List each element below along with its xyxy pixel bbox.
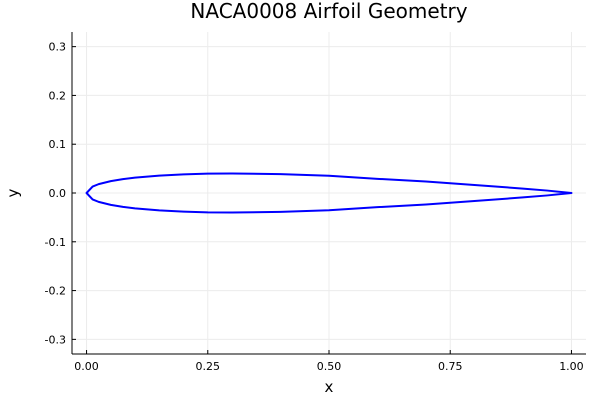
chart-title: NACA0008 Airfoil Geometry bbox=[190, 0, 467, 23]
y-tick-label: 0.1 bbox=[49, 138, 67, 151]
x-tick-label: 0.25 bbox=[196, 360, 221, 373]
x-tick-label: 0.50 bbox=[317, 360, 342, 373]
y-tick-label: 0.3 bbox=[49, 41, 67, 54]
x-tick-label: 0.75 bbox=[438, 360, 463, 373]
y-tick-label: -0.2 bbox=[45, 285, 66, 298]
x-tick-label: 0.00 bbox=[74, 360, 99, 373]
x-axis-label: x bbox=[325, 378, 334, 396]
x-tick-label: 1.00 bbox=[559, 360, 584, 373]
airfoil-series-line bbox=[85, 172, 573, 214]
y-tick-label: 0.0 bbox=[49, 187, 67, 200]
y-axis-label: y bbox=[4, 188, 22, 197]
y-tick-label: -0.1 bbox=[45, 236, 66, 249]
y-tick-label: -0.3 bbox=[45, 333, 66, 346]
series-layer bbox=[85, 172, 573, 214]
y-tick-label: 0.2 bbox=[49, 89, 67, 102]
ticks-layer: 0.00 0.25 0.50 0.75 1.00 -0.3 -0.2 -0.1 0.0 0.1 0.… bbox=[45, 41, 584, 373]
